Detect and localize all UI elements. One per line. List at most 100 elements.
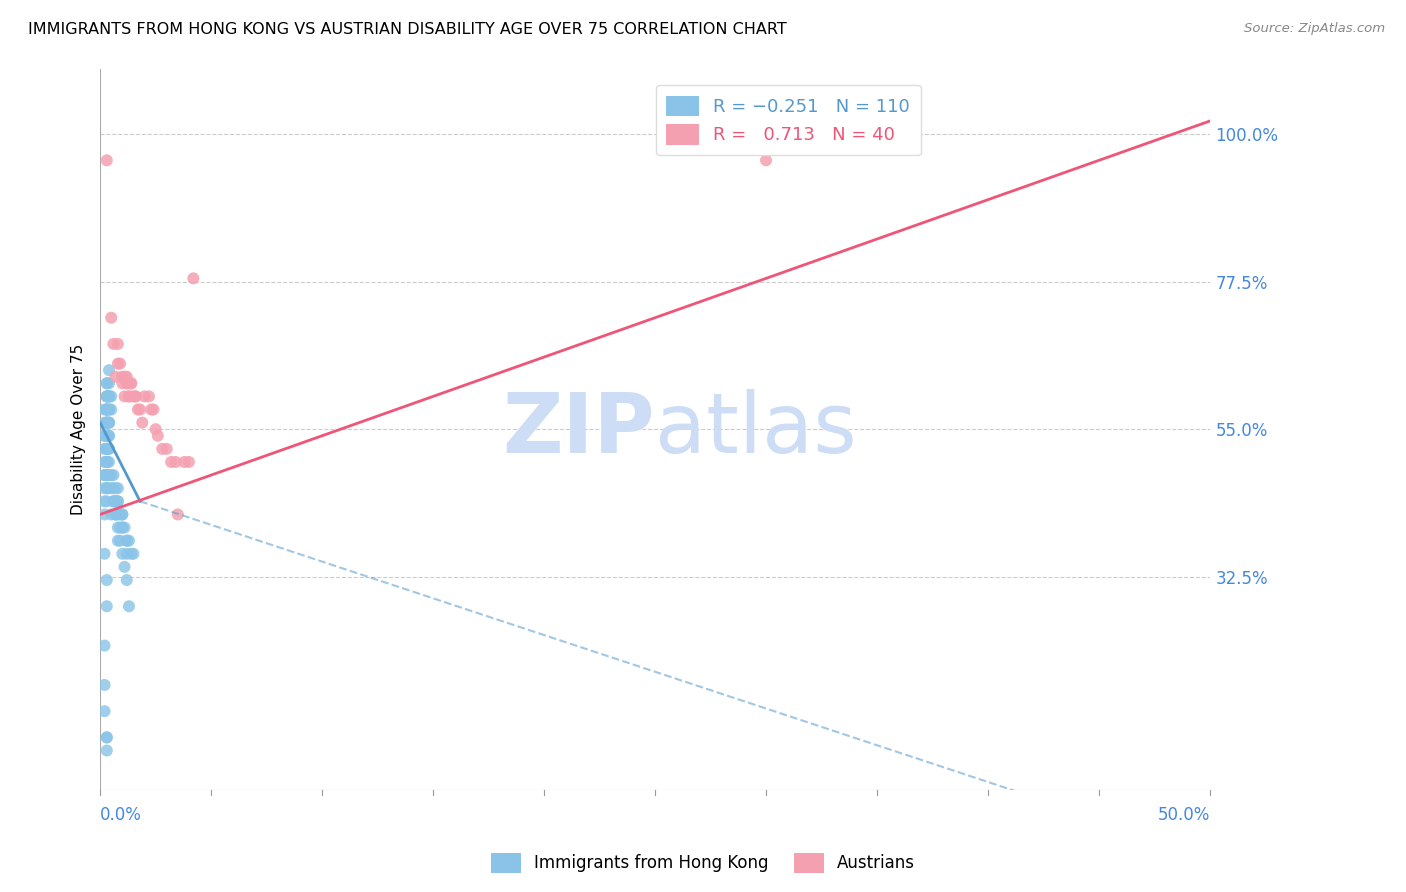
Point [115, 376, 138, 391]
Point [93, 639, 115, 653]
Point [96, 389, 118, 403]
Point [98, 389, 121, 403]
Point [141, 402, 163, 417]
Point [98, 402, 121, 417]
Point [93, 704, 115, 718]
Point [98, 416, 121, 430]
Point [120, 376, 142, 391]
Point [104, 494, 127, 508]
Point [98, 481, 121, 495]
Point [115, 376, 138, 391]
Point [118, 376, 141, 391]
Point [100, 389, 122, 403]
Point [115, 369, 138, 384]
Point [115, 573, 138, 587]
Point [93, 468, 115, 483]
Point [98, 363, 121, 377]
Point [98, 468, 121, 483]
Point [118, 389, 141, 403]
Point [98, 429, 121, 443]
Point [96, 442, 118, 456]
Point [93, 442, 115, 456]
Point [107, 494, 129, 508]
Point [98, 416, 121, 430]
Point [96, 481, 118, 495]
Point [114, 520, 136, 534]
Point [115, 533, 138, 548]
Point [93, 402, 115, 417]
Point [173, 455, 195, 469]
Point [118, 533, 141, 548]
Point [107, 533, 129, 548]
Point [111, 376, 134, 391]
Point [100, 468, 122, 483]
Point [96, 468, 118, 483]
Point [96, 429, 118, 443]
Point [120, 547, 142, 561]
Point [96, 416, 118, 430]
Point [114, 369, 136, 384]
Point [111, 520, 134, 534]
Point [96, 731, 118, 745]
Point [114, 560, 136, 574]
Point [96, 416, 118, 430]
Point [93, 678, 115, 692]
Point [96, 455, 118, 469]
Point [131, 416, 153, 430]
Point [145, 422, 167, 436]
Point [103, 468, 125, 483]
Point [100, 310, 122, 325]
Point [96, 468, 118, 483]
Point [115, 533, 138, 548]
Point [104, 481, 127, 495]
Point [107, 494, 129, 508]
Point [156, 442, 179, 456]
Point [96, 468, 118, 483]
Point [107, 520, 129, 534]
Point [93, 416, 115, 430]
Point [96, 494, 118, 508]
Point [104, 369, 127, 384]
Legend: Immigrants from Hong Kong, Austrians: Immigrants from Hong Kong, Austrians [484, 847, 922, 880]
Point [96, 455, 118, 469]
Point [96, 376, 118, 391]
Point [103, 481, 125, 495]
Point [118, 599, 141, 614]
Point [98, 389, 121, 403]
Point [98, 442, 121, 456]
Point [104, 508, 127, 522]
Point [142, 402, 165, 417]
Text: atlas: atlas [655, 389, 856, 470]
Point [96, 389, 118, 403]
Point [111, 369, 134, 384]
Point [165, 455, 187, 469]
Point [96, 402, 118, 417]
Point [96, 442, 118, 456]
Point [134, 389, 156, 403]
Point [93, 429, 115, 443]
Text: Source: ZipAtlas.com: Source: ZipAtlas.com [1244, 22, 1385, 36]
Point [96, 442, 118, 456]
Point [96, 481, 118, 495]
Point [124, 389, 146, 403]
Point [96, 416, 118, 430]
Point [114, 389, 136, 403]
Point [96, 389, 118, 403]
Point [177, 455, 200, 469]
Text: IMMIGRANTS FROM HONG KONG VS AUSTRIAN DISABILITY AGE OVER 75 CORRELATION CHART: IMMIGRANTS FROM HONG KONG VS AUSTRIAN DI… [28, 22, 787, 37]
Point [755, 153, 778, 168]
Point [138, 389, 160, 403]
Point [103, 494, 125, 508]
Point [107, 357, 129, 371]
Point [93, 481, 115, 495]
Point [104, 494, 127, 508]
Point [183, 271, 205, 285]
Point [111, 520, 134, 534]
Point [107, 337, 129, 351]
Point [96, 743, 118, 757]
Legend: R = −0.251   N = 110, R =   0.713   N = 40: R = −0.251 N = 110, R = 0.713 N = 40 [655, 85, 921, 155]
Text: ZIP: ZIP [502, 389, 655, 470]
Point [122, 389, 145, 403]
Point [93, 494, 115, 508]
Point [108, 508, 131, 522]
